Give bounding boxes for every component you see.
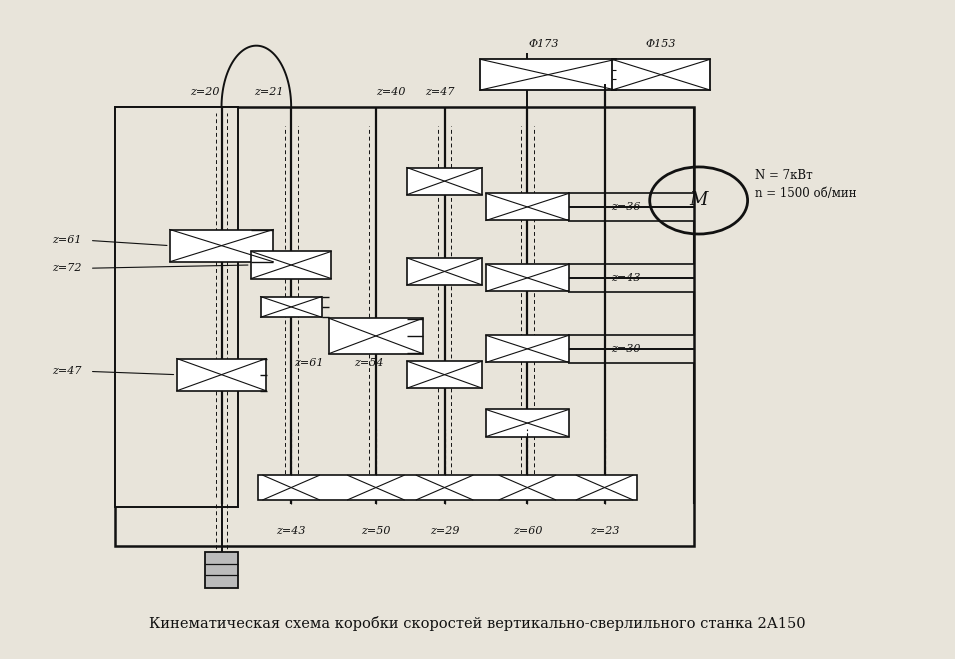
Bar <box>486 193 569 221</box>
Text: z=61: z=61 <box>294 358 324 368</box>
Bar <box>486 264 569 291</box>
Text: Φ173: Φ173 <box>528 39 559 49</box>
Text: z=72: z=72 <box>53 263 81 273</box>
Bar <box>407 361 482 388</box>
Text: N = 7кВт
n = 1500 об/мин: N = 7кВт n = 1500 об/мин <box>755 169 857 200</box>
Text: z=43: z=43 <box>611 273 641 283</box>
Text: z=20: z=20 <box>190 87 220 98</box>
Bar <box>611 59 711 90</box>
Text: z=30: z=30 <box>611 344 641 354</box>
Bar <box>116 107 238 507</box>
Bar <box>204 552 239 588</box>
Text: z=43: z=43 <box>276 527 306 536</box>
Text: z=47: z=47 <box>53 366 81 376</box>
Text: z=23: z=23 <box>590 527 619 536</box>
Bar <box>479 59 616 90</box>
Text: z=54: z=54 <box>354 358 383 368</box>
Text: z=29: z=29 <box>430 527 459 536</box>
Text: z=60: z=60 <box>513 527 542 536</box>
Text: М: М <box>690 192 708 210</box>
Text: z=47: z=47 <box>425 87 455 98</box>
Bar <box>329 318 423 354</box>
Bar <box>116 107 694 546</box>
Text: z=61: z=61 <box>53 235 81 245</box>
Bar <box>486 335 569 362</box>
Text: Φ153: Φ153 <box>646 39 676 49</box>
Text: z=50: z=50 <box>361 527 391 536</box>
Bar <box>407 167 482 194</box>
Text: z=40: z=40 <box>376 87 406 98</box>
Bar <box>177 358 266 391</box>
Text: z=36: z=36 <box>611 202 641 212</box>
Bar <box>251 252 331 279</box>
Bar <box>258 475 638 500</box>
Bar <box>170 229 273 262</box>
Bar <box>486 409 569 437</box>
Text: Кинематическая схема коробки скоростей вертикально-сверлильного станка 2А150: Кинематическая схема коробки скоростей в… <box>149 616 806 631</box>
Bar <box>261 297 322 317</box>
Bar <box>407 258 482 285</box>
Text: z=21: z=21 <box>254 87 284 98</box>
